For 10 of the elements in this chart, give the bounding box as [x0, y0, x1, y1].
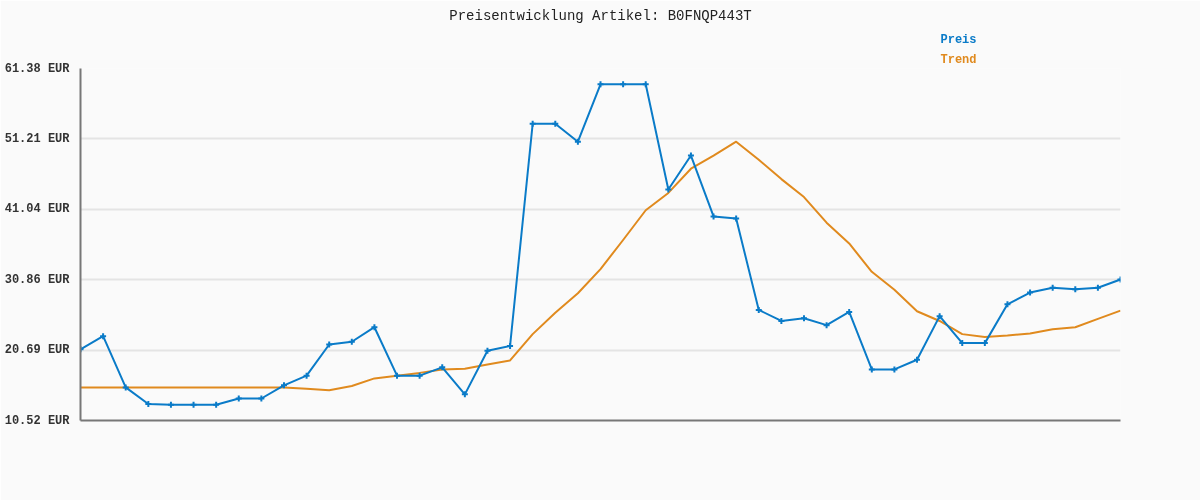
y-tick-label: 10.52 EUR — [4, 413, 71, 428]
y-tick-label: 61.38 EUR — [4, 61, 71, 76]
text: Preis — [940, 32, 977, 47]
chart-title: Preisentwicklung Artikel: B0FNQP443T — [449, 7, 752, 24]
y-tick-label: 30.86 EUR — [4, 272, 71, 287]
line-series — [80, 140, 1121, 392]
y-tick-label: 41.04 EUR — [4, 202, 71, 217]
text: Trend — [940, 52, 977, 67]
y-tick-label: 20.69 EUR — [4, 343, 71, 358]
y-tick-label: 51.21 EUR — [4, 131, 71, 146]
